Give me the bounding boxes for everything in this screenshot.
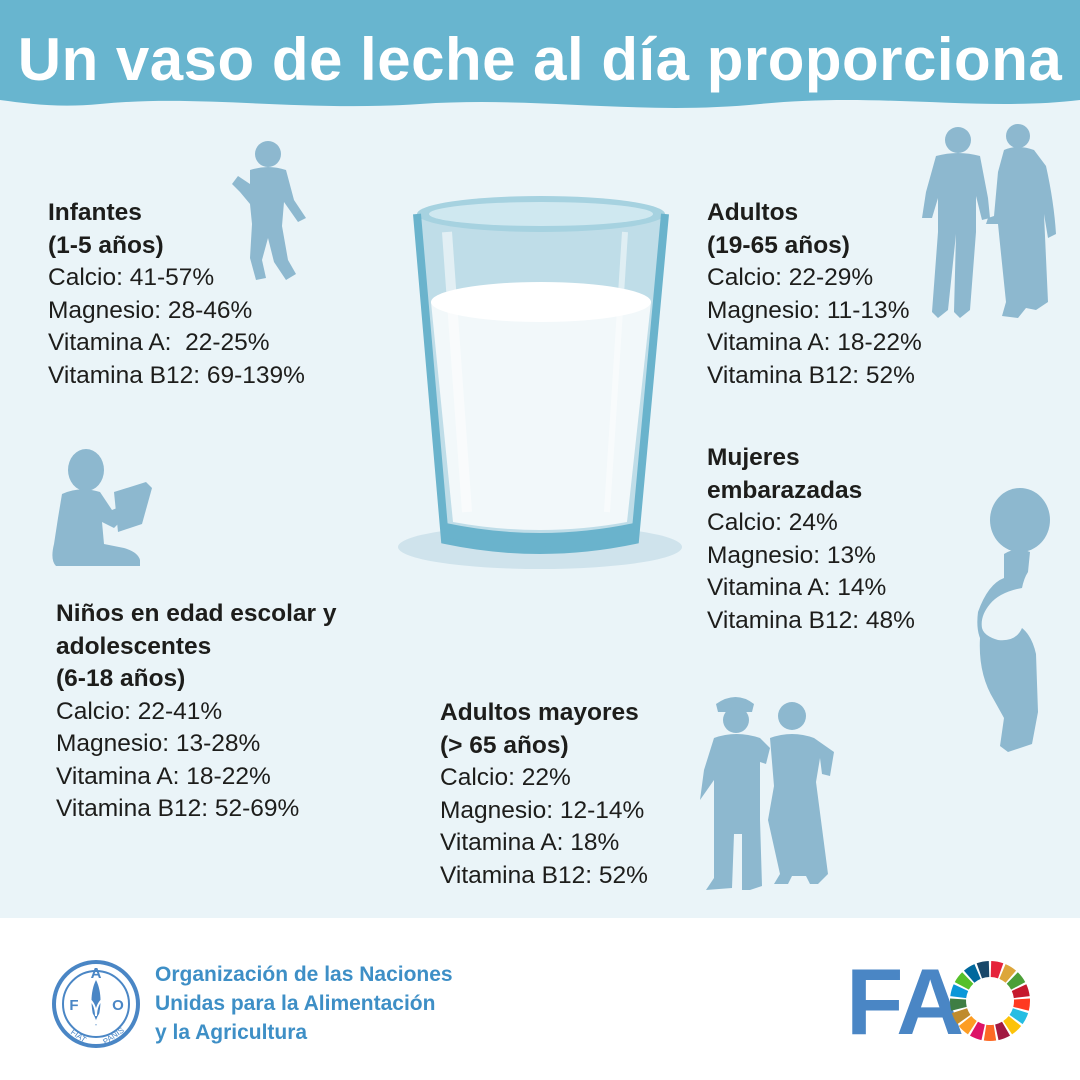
group-heading: Infantes <box>48 199 142 226</box>
nutrient-vitamina-a: Vitamina A: 14% <box>707 574 887 601</box>
nutrient-vitamina-b12: Vitamina B12: 48% <box>707 606 915 634</box>
nutrient-magnesio: Magnesio: 11-13% <box>707 296 910 324</box>
pregnant-woman-icon <box>977 488 1050 752</box>
nutrient-magnesio: Magnesio: 12-14% <box>440 796 645 824</box>
nutrient-magnesio: Magnesio: 13% <box>707 541 876 569</box>
fao-logo: FA <box>846 955 1036 1049</box>
nutrient-vitamina-b12: Vitamina B12: 52-69% <box>56 795 300 822</box>
sdg-wheel-segment <box>976 961 990 979</box>
nutrient-magnesio: Magnesio: 13-28% <box>56 730 261 757</box>
nutrient-vitamina-a: Vitamina A: 18-22% <box>56 762 271 790</box>
organization-name: Organización de las Naciones Unidas para… <box>155 960 453 1047</box>
group-age-range: (1-5 años) <box>48 231 164 259</box>
group-heading: Mujeres <box>707 444 800 471</box>
nutrient-calcio: Calcio: 22-41% <box>56 697 223 725</box>
sdg-wheel-segment <box>995 1021 1011 1041</box>
child-running-icon <box>232 141 306 280</box>
group-age-range: (> 65 años) <box>440 731 569 759</box>
group-heading: Niños en edad escolar y <box>56 600 337 627</box>
nutrient-vitamina-b12: Vitamina B12: 52% <box>707 361 915 389</box>
nutrient-vitamina-a: Vitamina A: 18% <box>440 829 620 856</box>
glass-of-milk-icon <box>398 196 682 569</box>
group-ninos-adolescentes: Niños en edad escolar y adolescentes (6-… <box>56 598 337 826</box>
sdg-wheel-segment <box>1009 1008 1029 1025</box>
nutrient-vitamina-b12: Vitamina B12: 52% <box>440 861 648 889</box>
group-adultos-mayores: Adultos mayores (> 65 años) Calcio: 22% … <box>440 697 648 892</box>
nutrient-vitamina-a: Vitamina A: 22-25% <box>48 329 270 356</box>
nutrient-magnesio: Magnesio: 28-46% <box>48 296 253 324</box>
org-name-line: Organización de las Naciones <box>155 963 453 986</box>
header-band <box>0 0 1080 108</box>
group-heading: Adultos <box>707 199 799 226</box>
group-infantes: Infantes (1-5 años) Calcio: 41-57% Magne… <box>48 197 305 392</box>
sdg-wheel-segment <box>1013 998 1030 1011</box>
nutrient-calcio: Calcio: 24% <box>707 509 838 536</box>
sdg-wheel-segment <box>969 1021 985 1041</box>
emblem-letter-o: O <box>112 997 124 1014</box>
group-age-range: (6-18 años) <box>56 665 186 692</box>
sdg-wheel-segment <box>983 1024 997 1041</box>
nutrient-calcio: Calcio: 41-57% <box>48 264 215 291</box>
elderly-couple-icon <box>700 697 834 890</box>
group-heading-line-2: embarazadas <box>707 476 863 504</box>
page-title: Un vaso de leche al día proporciona <box>17 26 1063 93</box>
sdg-wheel-segment <box>963 964 981 983</box>
group-age-range: (19-65 años) <box>707 231 850 259</box>
sdg-wheel-segment <box>950 984 969 999</box>
fao-logo-text: FA <box>846 949 964 1054</box>
child-reading-icon <box>52 449 152 566</box>
org-name-line: y la Agricultura <box>155 1021 308 1044</box>
nutrient-vitamina-b12: Vitamina B12: 69-139% <box>48 361 305 389</box>
emblem-letter-a: A <box>91 965 102 982</box>
adult-couple-icon <box>922 124 1056 318</box>
sdg-wheel-icon <box>950 961 1030 1041</box>
group-mujeres-embarazadas: Mujeres embarazadas Calcio: 24% Magnesio… <box>707 442 915 637</box>
group-heading: Adultos mayores <box>440 699 639 726</box>
sdg-wheel-segment <box>951 1008 971 1025</box>
emblem-letter-f: F <box>69 997 78 1014</box>
sdg-wheel-segment <box>990 961 1004 979</box>
sdg-wheel-segment <box>950 998 967 1011</box>
sdg-wheel-segment <box>1011 984 1030 999</box>
sdg-wheel-segment <box>954 972 974 990</box>
group-adultos: Adultos (19-65 años) Calcio: 22-29% Magn… <box>707 197 922 392</box>
sdg-wheel-segment <box>958 1016 977 1035</box>
org-name-line: Unidas para la Alimentación <box>155 992 436 1015</box>
sdg-wheel-segment <box>1003 1016 1022 1035</box>
group-heading-line-2: adolescentes <box>56 632 212 660</box>
nutrient-calcio: Calcio: 22% <box>440 764 571 791</box>
footer: A F O FIAT PANIS Organización de las Nac… <box>0 918 1080 1080</box>
nutrient-calcio: Calcio: 22-29% <box>707 264 874 291</box>
sdg-wheel-segment <box>999 964 1017 983</box>
sdg-wheel-segment <box>1006 972 1026 990</box>
nutrient-vitamina-a: Vitamina A: 18-22% <box>707 329 922 356</box>
fao-emblem-icon: A F O FIAT PANIS <box>52 960 140 1048</box>
